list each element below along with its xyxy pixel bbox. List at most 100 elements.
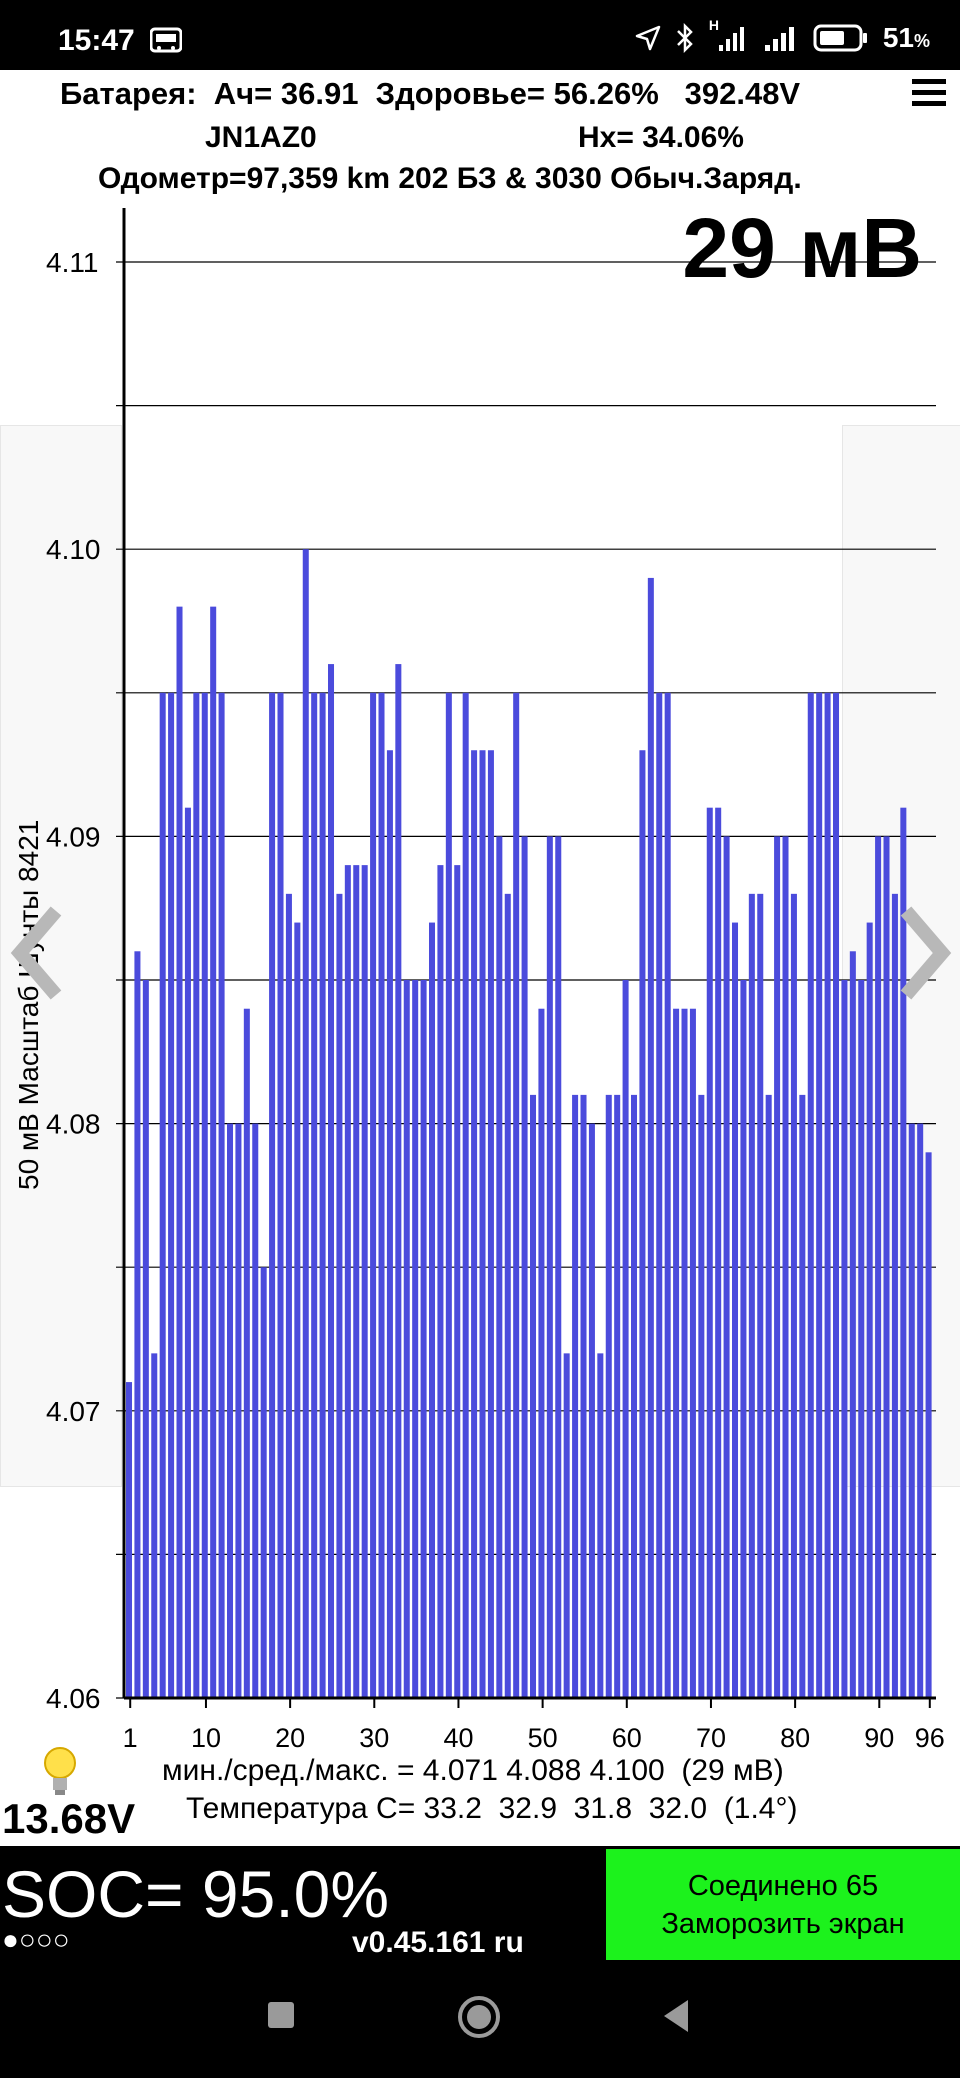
y-tick-label: 4.09 bbox=[46, 821, 101, 852]
cell-voltage-bar bbox=[252, 1123, 259, 1698]
cell-voltage-bar bbox=[168, 692, 175, 1698]
cell-voltage-bar bbox=[336, 893, 343, 1698]
cell-voltage-bar bbox=[782, 836, 789, 1698]
cell-voltage-bar bbox=[833, 692, 840, 1698]
cell-voltage-bar bbox=[126, 1382, 133, 1698]
chart-y-ticks: 4.11 4.10 4.09 4.08 4.07 4.06 bbox=[46, 247, 101, 1714]
min-avg-max-line: мин./сред./макс. = 4.071 4.088 4.100 (29… bbox=[162, 1754, 784, 1787]
x-tick-label: 96 bbox=[915, 1723, 945, 1753]
battery-percent: 51% bbox=[882, 22, 930, 53]
connection-status: Соединено 65 bbox=[687, 1870, 879, 1902]
cell-voltage-bar bbox=[622, 980, 629, 1698]
cell-voltage-bar bbox=[344, 865, 351, 1698]
y-tick-label: 4.11 bbox=[46, 247, 98, 278]
cell-voltage-bar bbox=[479, 750, 486, 1698]
cell-voltage-bar bbox=[487, 750, 494, 1698]
x-tick-label: 20 bbox=[275, 1723, 305, 1753]
cell-voltage-bar bbox=[925, 1152, 932, 1698]
cell-voltage-bar bbox=[159, 692, 166, 1698]
cell-voltage-bar bbox=[681, 1008, 688, 1698]
x-tick-label: 70 bbox=[696, 1723, 726, 1753]
cell-voltage-bar bbox=[715, 807, 722, 1698]
cell-voltage-bar bbox=[673, 1008, 680, 1698]
cell-voltage-bar bbox=[134, 951, 141, 1698]
y-axis-label: 50 мВ Масштаб Шунты 8421 bbox=[13, 820, 44, 1190]
temperature-line: Температура C= 33.2 32.9 31.8 32.0 (1.4°… bbox=[186, 1792, 798, 1825]
hamburger-menu-icon[interactable] bbox=[910, 76, 950, 110]
system-navigation-bar bbox=[0, 1960, 960, 2078]
cell-voltage-bar bbox=[504, 893, 511, 1698]
chevron-left-icon[interactable] bbox=[10, 905, 66, 1001]
x-tick-label: 40 bbox=[443, 1723, 473, 1753]
recents-icon[interactable] bbox=[266, 2000, 296, 2030]
freeze-screen-label: Заморозить экран bbox=[661, 1908, 905, 1940]
cell-voltage-bar bbox=[420, 980, 427, 1698]
cell-voltage-bar bbox=[790, 893, 797, 1698]
status-time: 15:47 bbox=[58, 24, 135, 57]
cell-voltage-bar bbox=[555, 836, 562, 1698]
cell-voltage-bar bbox=[656, 692, 663, 1698]
cell-voltage-bar bbox=[227, 1123, 234, 1698]
soc-value: SOC= 95.0% bbox=[2, 1857, 390, 1931]
cell-voltage-bar bbox=[689, 1008, 696, 1698]
cell-voltage-bar bbox=[151, 1353, 158, 1698]
battery-icon bbox=[813, 24, 867, 52]
cell-voltage-bar bbox=[588, 1123, 595, 1698]
cell-voltage-bar bbox=[580, 1094, 587, 1698]
cell-voltage-bar bbox=[496, 836, 503, 1698]
y-tick-label: 4.06 bbox=[46, 1683, 101, 1714]
cell-voltage-bar bbox=[875, 836, 882, 1698]
chevron-right-icon[interactable] bbox=[896, 905, 952, 1001]
network-type-label: H bbox=[708, 17, 719, 33]
cell-voltage-bar bbox=[201, 692, 208, 1698]
cell-voltage-bar bbox=[462, 692, 469, 1698]
cell-voltage-bar bbox=[748, 893, 755, 1698]
cell-voltage-bar bbox=[176, 606, 183, 1698]
app-version: v0.45.161 ru bbox=[352, 1926, 524, 1959]
cell-voltage-bar bbox=[546, 836, 553, 1698]
cell-voltage-bar bbox=[285, 893, 292, 1698]
y-tick-label: 4.08 bbox=[46, 1109, 101, 1140]
cell-voltage-bar bbox=[243, 1008, 250, 1698]
odometer-line: Одометр=97,359 km 202 БЗ & 3030 Обыч.Зар… bbox=[98, 162, 802, 195]
cell-voltage-bar bbox=[328, 664, 335, 1698]
cell-voltage-bar bbox=[740, 980, 747, 1698]
cell-voltage-bar bbox=[723, 836, 730, 1698]
cell-voltage-bar bbox=[891, 893, 898, 1698]
cell-voltage-bar bbox=[765, 1094, 772, 1698]
cell-voltage-bar bbox=[841, 980, 848, 1698]
freeze-screen-button[interactable]: Соединено 65 Заморозить экран bbox=[606, 1849, 960, 1963]
cell-voltage-bar bbox=[824, 692, 831, 1698]
cell-voltage-bar bbox=[664, 692, 671, 1698]
chart-axes bbox=[122, 208, 936, 1700]
cell-voltage-bar bbox=[639, 750, 646, 1698]
cell-voltage-bar bbox=[597, 1353, 604, 1698]
cell-voltage-bar bbox=[816, 692, 823, 1698]
cell-voltage-bar bbox=[361, 865, 368, 1698]
x-tick-label: 50 bbox=[528, 1723, 558, 1753]
cell-voltage-bar bbox=[294, 922, 301, 1698]
cell-voltage-bar bbox=[706, 807, 713, 1698]
cell-voltage-bar bbox=[513, 692, 520, 1698]
cell-voltage-bar bbox=[235, 1123, 242, 1698]
cell-voltage-bar bbox=[378, 692, 385, 1698]
cell-voltage-bar bbox=[538, 1008, 545, 1698]
cell-voltage-bar bbox=[698, 1094, 705, 1698]
cell-voltage-bar bbox=[445, 692, 452, 1698]
cell-voltage-bar bbox=[269, 692, 276, 1698]
cell-voltage-bar bbox=[908, 1123, 915, 1698]
cell-voltage-bar bbox=[917, 1123, 924, 1698]
cell-voltage-bar bbox=[370, 692, 377, 1698]
signal-icon-2 bbox=[764, 27, 794, 51]
status-bar: 15:47 H 51% bbox=[0, 0, 960, 70]
y-tick-label: 4.10 bbox=[46, 534, 101, 565]
home-icon[interactable] bbox=[456, 1994, 502, 2040]
back-icon[interactable] bbox=[660, 1998, 692, 2034]
cell-voltage-bar bbox=[757, 893, 764, 1698]
cell-voltage-bar bbox=[454, 865, 461, 1698]
vin-label: JN1AZ0 bbox=[205, 121, 317, 154]
lightbulb-icon[interactable] bbox=[40, 1744, 80, 1798]
cell-voltage-bar bbox=[732, 922, 739, 1698]
chart-bars bbox=[126, 549, 932, 1699]
signal-icon: H bbox=[709, 17, 749, 53]
